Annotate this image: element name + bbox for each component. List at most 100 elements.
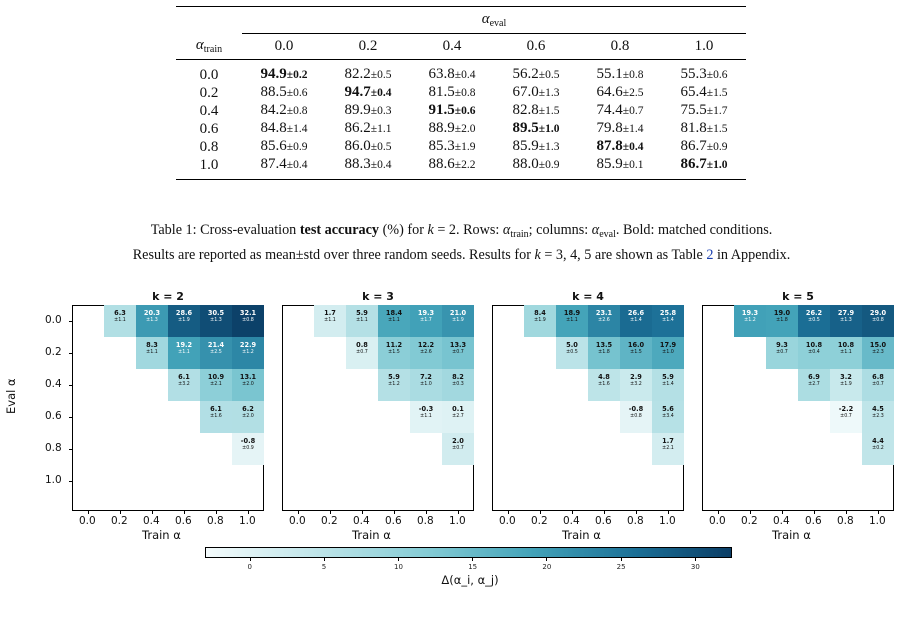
cell-std: ±2.5 bbox=[210, 350, 222, 355]
cell-std: ±0.4 bbox=[808, 350, 820, 355]
cell-std: ±1.1 bbox=[840, 350, 852, 355]
cell-mean: 11.2 bbox=[385, 341, 403, 349]
colorbar-label: Δ(α_i, α_j) bbox=[441, 573, 499, 587]
table-cell: 88.9±2.0 bbox=[428, 120, 476, 136]
cell-mean: 15.0 bbox=[869, 341, 887, 349]
cell-std: ±0.9 bbox=[242, 446, 254, 451]
table-cell: 91.5±0.6 bbox=[428, 102, 476, 118]
x-tick-label: 0.6 bbox=[385, 515, 402, 527]
cell-std: ±1.8 bbox=[598, 350, 610, 355]
cell-mean: 28.6 bbox=[175, 309, 193, 317]
y-tick-label: 0.0 bbox=[45, 314, 62, 326]
y-tick-label: 0.2 bbox=[45, 346, 62, 358]
heatmap-cell: 21.0 ±1.9 bbox=[442, 305, 474, 337]
row-label: 0.6 bbox=[199, 120, 219, 137]
heatmap-cell: 0.1 ±2.7 bbox=[442, 401, 474, 433]
x-axis-label: Train α bbox=[142, 528, 181, 542]
heatmap-cell: 6.2 ±2.0 bbox=[232, 401, 264, 433]
table-cell: 74.4±0.7 bbox=[596, 102, 644, 118]
cell-std: ±1.2 bbox=[744, 318, 756, 323]
cell-std: ±0.8 bbox=[242, 318, 254, 323]
heatmap-cell: 1.7 ±2.1 bbox=[652, 433, 684, 465]
table-cell: 94.7±0.4 bbox=[344, 84, 392, 100]
cell-std: ±1.5 bbox=[388, 350, 400, 355]
cell-std: ±0.7 bbox=[452, 350, 464, 355]
cell-mean: 16.0 bbox=[627, 341, 645, 349]
cell-mean: 8.3 bbox=[146, 341, 158, 349]
cell-mean: 2.9 bbox=[630, 373, 642, 381]
table-cell: 86.0±0.5 bbox=[344, 138, 392, 154]
x-tick-label: 0.0 bbox=[709, 515, 726, 527]
column-header: 0.8 bbox=[578, 33, 662, 60]
heatmap-cell: 2.0 ±0.7 bbox=[442, 433, 474, 465]
cell-std: ±1.3 bbox=[210, 318, 222, 323]
cell-std: ±1.5 bbox=[630, 350, 642, 355]
x-tick-label: 0.2 bbox=[111, 515, 128, 527]
cell-mean: 18.9 bbox=[563, 309, 581, 317]
x-tick-label: 1.0 bbox=[449, 515, 466, 527]
cell-std: ±0.7 bbox=[776, 350, 788, 355]
eval-header: αeval bbox=[242, 7, 746, 34]
cell-mean: 18.4 bbox=[385, 309, 403, 317]
cell-std: ±1.1 bbox=[420, 414, 432, 419]
cell-mean: -0.8 bbox=[628, 405, 644, 413]
table-cell: 86.7±0.9 bbox=[680, 138, 728, 154]
cell-mean: 26.2 bbox=[805, 309, 823, 317]
column-header: 0.0 bbox=[242, 33, 326, 60]
heatmap-cell: -0.8 ±0.8 bbox=[620, 401, 652, 433]
cell-mean: 5.9 bbox=[356, 309, 368, 317]
colorbar-tick-label: 0 bbox=[247, 563, 252, 571]
row-label: 0.8 bbox=[199, 138, 219, 155]
table-row: 0.6 84.8±1.4 86.2±1.1 88.9±2.0 89.5±1.0 79.8±… bbox=[176, 120, 746, 138]
cell-std: ±2.3 bbox=[872, 350, 884, 355]
cell-mean: 13.3 bbox=[449, 341, 467, 349]
cell-mean: 12.2 bbox=[417, 341, 435, 349]
table-row: 0.0 94.9±0.2 82.2±0.5 63.8±0.4 56.2±0.5 55.1±… bbox=[176, 60, 746, 85]
cell-std: ±0.8 bbox=[630, 414, 642, 419]
colorbar bbox=[205, 547, 732, 558]
heatmap-cell: 10.8 ±0.4 bbox=[798, 337, 830, 369]
cell-std: ±0.3 bbox=[452, 382, 464, 387]
heatmap-cell: 21.4 ±2.5 bbox=[200, 337, 232, 369]
x-tick-label: 0.8 bbox=[837, 515, 854, 527]
table-cell: 86.7±1.0 bbox=[662, 156, 746, 180]
heatmap-cell: 4.5 ±2.3 bbox=[862, 401, 894, 433]
cell-mean: 9.3 bbox=[776, 341, 788, 349]
appendix-table-link[interactable]: 2 bbox=[706, 247, 714, 263]
y-tick-label: 0.6 bbox=[45, 410, 62, 422]
heatmap-cell: -0.8 ±0.9 bbox=[232, 433, 264, 465]
cell-std: ±1.2 bbox=[388, 382, 400, 387]
heatmap-cell: 16.0 ±1.5 bbox=[620, 337, 652, 369]
cell-std: ±1.4 bbox=[662, 318, 674, 323]
cell-std: ±1.2 bbox=[242, 350, 254, 355]
heatmap-cell: 2.9 ±3.2 bbox=[620, 369, 652, 401]
cell-mean: 21.0 bbox=[449, 309, 467, 317]
cell-mean: 29.0 bbox=[869, 309, 887, 317]
cell-mean: -0.8 bbox=[240, 437, 256, 445]
table-cell: 82.2±0.5 bbox=[344, 66, 392, 82]
heatmap-cell: 27.9 ±1.3 bbox=[830, 305, 862, 337]
heatmap-cell: 3.2 ±1.9 bbox=[830, 369, 862, 401]
x-tick-label: 1.0 bbox=[659, 515, 676, 527]
table-cell: 84.2±0.8 bbox=[260, 102, 308, 118]
table-cell: 88.5±0.6 bbox=[260, 84, 308, 100]
cell-std: ±1.0 bbox=[662, 350, 674, 355]
column-header: 0.2 bbox=[326, 33, 410, 60]
cell-mean: 13.5 bbox=[595, 341, 613, 349]
cell-std: ±1.7 bbox=[420, 318, 432, 323]
x-tick-label: 0.6 bbox=[175, 515, 192, 527]
cell-mean: 4.5 bbox=[872, 405, 884, 413]
cell-std: ±1.6 bbox=[598, 382, 610, 387]
cell-std: ±2.7 bbox=[452, 414, 464, 419]
cell-mean: 7.2 bbox=[420, 373, 432, 381]
table-row: 0.8 85.6±0.9 86.0±0.5 85.3±1.9 85.9±1.3 87.8±… bbox=[176, 138, 746, 156]
cell-std: ±1.1 bbox=[324, 318, 336, 323]
cell-std: ±2.1 bbox=[662, 446, 674, 451]
cell-std: ±1.1 bbox=[146, 350, 158, 355]
x-axis-label: Train α bbox=[772, 528, 811, 542]
heatmap-cell: 26.6 ±1.4 bbox=[620, 305, 652, 337]
cell-std: ±2.1 bbox=[210, 382, 222, 387]
cell-std: ±0.7 bbox=[840, 414, 852, 419]
cell-std: ±3.2 bbox=[178, 382, 190, 387]
colorbar-tick-label: 30 bbox=[690, 563, 700, 571]
